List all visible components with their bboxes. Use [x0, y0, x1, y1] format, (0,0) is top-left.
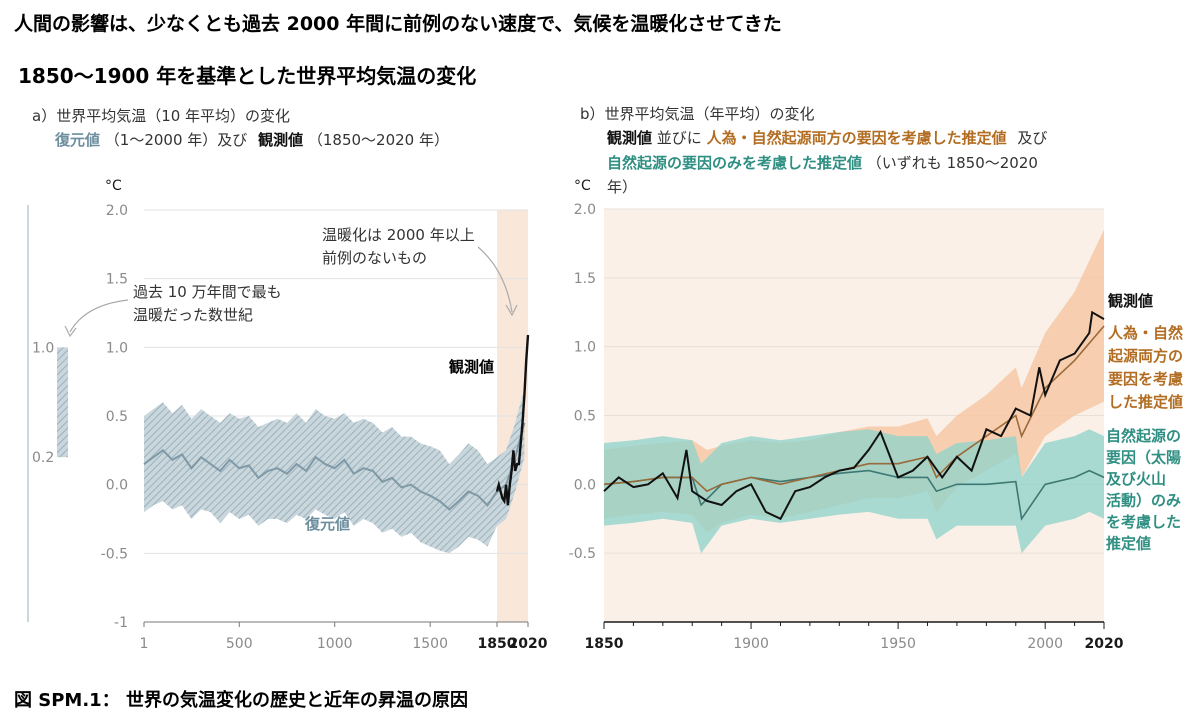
- panel-b-desc-hn: 人為・自然起源両方の要因を考慮した推定値: [707, 129, 1007, 147]
- panel-a-desc-obs: 観測値: [258, 131, 303, 149]
- x-tick-label: 1000: [317, 636, 353, 652]
- legend-natural-line: 自然起源の: [1106, 427, 1181, 445]
- observed-label-a: 観測値: [449, 358, 494, 376]
- unprecedented-arrow: [477, 246, 513, 313]
- natural-band: [604, 429, 1104, 554]
- y-tick-label: 2.0: [574, 202, 596, 218]
- y-tick-label: -0.5: [101, 546, 128, 562]
- page-subtitle: 1850〜1900 年を基準とした世界平均気温の変化: [18, 64, 476, 88]
- page-title: 人間の影響は、少なくとも過去 2000 年間に前例のない速度で、気候を温暖化させ…: [14, 12, 782, 35]
- y-tick-label: 2.0: [106, 203, 128, 219]
- x-tick-label: 1950: [880, 636, 916, 652]
- y-tick-label: 1.5: [106, 272, 128, 288]
- chart-a: 2.01.51.00.50.0-0.5-1°C1 500 1000 1500 18502…: [27, 178, 548, 652]
- panel-b-desc-line1: 観測値 並びに 人為・自然起源両方の要因を考慮した推定値 及び: [607, 129, 1047, 147]
- warm-period-note-line1: 過去 10 万年間で最も: [133, 283, 282, 301]
- panel-b-desc-line2: 自然起源の要因のみを考慮した推定値 （いずれも 1850〜2020: [607, 154, 1038, 172]
- unprecedented-arrowhead: [505, 304, 518, 317]
- reconstruction-band: [144, 388, 525, 554]
- panel-b-label: b）世界平均気温（年平均）の変化: [580, 105, 815, 123]
- x-tick-label: 2020: [509, 636, 548, 652]
- observed-line: [495, 334, 530, 506]
- y-unit: °C: [105, 178, 122, 194]
- x-tick-label: 2000: [1027, 636, 1063, 652]
- warm-period-top-label: 1.0: [32, 340, 54, 356]
- panel-a-desc-recon: 復元値: [54, 131, 100, 149]
- unprecedented-note-line2: 前例のないもの: [322, 249, 427, 267]
- human-natural-line: [603, 325, 1105, 493]
- natural-line: [603, 469, 1105, 521]
- legend-human-natural-line: 起源両方の: [1107, 347, 1183, 365]
- chart-b: 2.0 1.5 1.0 0.5 0.0 -0.5 °C 1850 1900 1950 2000 202…: [569, 178, 1183, 652]
- legend-natural-line: 推定値: [1106, 535, 1151, 553]
- panel-a-desc-obs-period: （1850〜2020 年）: [308, 131, 449, 149]
- panel-b-desc-period2: 年）: [607, 178, 637, 196]
- legend-natural-line: 及び火山: [1106, 470, 1166, 488]
- y-tick-label: -0.5: [569, 546, 596, 562]
- y-tick-label: 1.0: [106, 340, 128, 356]
- y-tick-label: 1.5: [574, 271, 596, 287]
- legend-human-natural-line: 要因を考慮: [1108, 370, 1183, 388]
- legend-natural-line: 要因（太陽: [1106, 449, 1181, 467]
- y-tick-label: 0.5: [574, 409, 596, 425]
- warm-period-arrowhead: [64, 325, 77, 338]
- y-tick-label: 0.0: [106, 478, 128, 494]
- figure-caption: 図 SPM.1： 世界の気温変化の歴史と近年の昇温の原因: [14, 689, 468, 711]
- reconstruction-label: 復元値: [304, 515, 350, 533]
- x-tick-label: 1: [140, 636, 149, 652]
- warm-period-bottom-label: 0.2: [32, 450, 54, 466]
- warm-period-bar: [57, 347, 68, 458]
- panel-b-desc-and1: 並びに: [657, 129, 702, 147]
- x-tick-label: 1900: [733, 636, 769, 652]
- panel-b-desc-nat: 自然起源の要因のみを考慮した推定値: [607, 154, 862, 172]
- observed-line: [603, 310, 1105, 521]
- x-tick-label: 1850: [585, 636, 624, 652]
- x-tick-label: 500: [226, 636, 253, 652]
- x-tick-label: 1850: [478, 636, 517, 652]
- panel-a-desc-recon-period: （1〜2000 年）及び: [105, 131, 248, 149]
- y-unit: °C: [574, 178, 591, 194]
- panel-b-desc-period: （いずれも 1850〜2020: [867, 154, 1038, 172]
- legend-human-natural-line: 人為・自然: [1108, 324, 1183, 342]
- reconstruction-line: [143, 422, 526, 511]
- warm-period-arrow: [69, 299, 129, 333]
- legend-natural-line: を考慮した: [1106, 513, 1181, 531]
- legend-human-natural-line: した推定値: [1108, 393, 1183, 411]
- x-tick-label: 2020: [1085, 636, 1124, 652]
- panel-b-desc-obs: 観測値: [607, 129, 652, 147]
- x-tick-label: 1500: [412, 636, 448, 652]
- y-tick-label: 0.5: [106, 409, 128, 425]
- panel-a-label: a）世界平均気温（10 年平均）の変化: [32, 107, 290, 125]
- legend-observed: 観測値: [1108, 292, 1153, 310]
- y-tick-label: -1: [114, 615, 128, 631]
- warm-period-note-line2: 温暖だった数世紀: [133, 306, 253, 324]
- y-tick-label: 1.0: [574, 340, 596, 356]
- unprecedented-note-line1: 温暖化は 2000 年以上: [322, 226, 475, 244]
- legend-natural-line: 活動）のみ: [1106, 492, 1181, 510]
- panel-b-desc-and2: 及び: [1017, 129, 1047, 147]
- panel-a-desc: 復元値 （1〜2000 年）及び 観測値 （1850〜2020 年）: [54, 131, 449, 149]
- y-tick-label: 0.0: [574, 477, 596, 493]
